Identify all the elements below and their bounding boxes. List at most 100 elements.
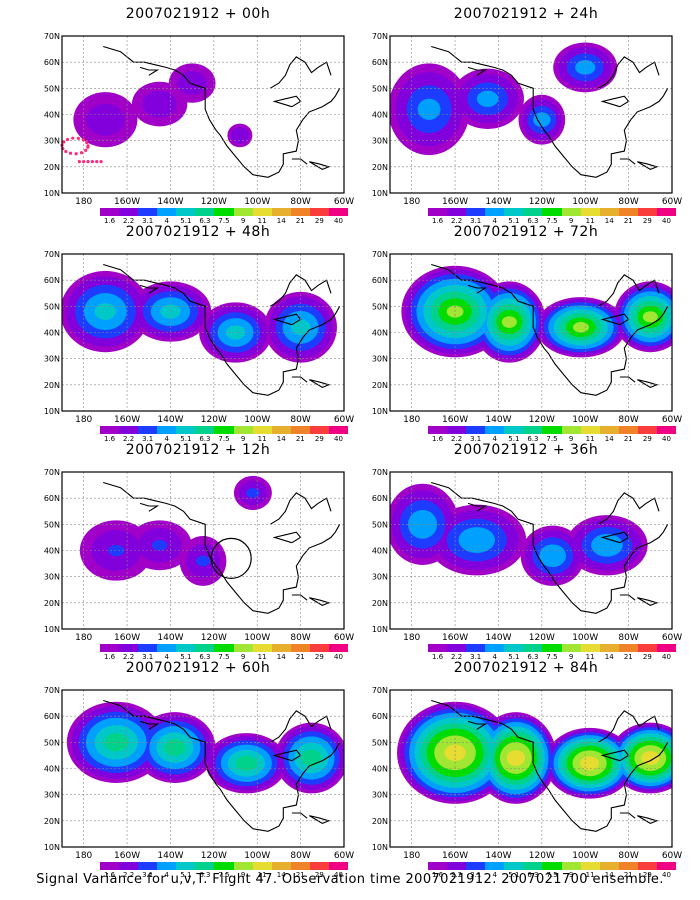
lat-tick-label: 40N (44, 547, 60, 556)
lat-tick-label: 30N (44, 573, 60, 582)
legend-label: 2.2 (123, 217, 135, 225)
legend-label: 11 (257, 871, 267, 879)
legend-label: 1.6 (103, 653, 116, 661)
coastline (272, 531, 302, 544)
panel-title: 2007021912 + 12h (125, 442, 271, 458)
legend-swatch (485, 426, 505, 434)
legend-swatch (138, 208, 158, 216)
legend-label: 14 (276, 217, 286, 225)
legend-swatch (252, 862, 272, 870)
legend-swatch (599, 208, 619, 216)
legend-label: 5.1 (508, 871, 520, 879)
contour-region (230, 127, 250, 144)
observation-dot (99, 160, 103, 164)
legend-label: 7.5 (218, 435, 230, 443)
legend-swatch (290, 644, 310, 652)
lon-tick-label: 80W (618, 415, 638, 425)
contour-region (246, 488, 260, 498)
legend-label: 2.2 (123, 871, 135, 879)
contour-region (591, 533, 623, 557)
lon-tick-label: 60W (662, 197, 682, 207)
legend-label: 9 (240, 653, 246, 661)
legend-swatch (542, 426, 562, 434)
legend-label: 6.3 (199, 871, 211, 879)
observation-dot (76, 136, 80, 140)
lat-tick-label: 30N (44, 355, 60, 364)
legend-label: 9 (568, 217, 574, 225)
legend-swatch (523, 644, 543, 652)
figure-caption: Signal Variance for u,v,T. Flight 47. Ob… (36, 872, 664, 887)
contour-region (151, 539, 168, 551)
coastline (272, 95, 302, 108)
legend-label: 11 (257, 217, 267, 225)
lon-tick-label: 80W (618, 197, 638, 207)
panel-title: 2007021912 + 00h (125, 6, 271, 22)
variance-map: 10N 20N 30N 40N 50N 60N 70N 180 160W 140W 120W 100W… (372, 686, 682, 861)
lon-tick-label: 160W (442, 197, 468, 207)
lon-tick-label: 60W (662, 851, 682, 861)
legend-label: 3.1 (470, 217, 482, 225)
legend-label: 5.1 (180, 653, 192, 661)
legend-label: 9 (568, 653, 574, 661)
legend-label: 40 (333, 653, 343, 661)
legend-swatch (523, 862, 543, 870)
forecast-panel: 2007021912 + 36h 10N 20N 30N 40N 50N 60N 70N 180… (356, 442, 696, 661)
legend-swatch (176, 426, 196, 434)
panel-title: 2007021912 + 84h (453, 660, 599, 676)
legend-swatch (138, 426, 158, 434)
lon-tick-label: 160W (114, 851, 140, 861)
legend-swatch (447, 426, 467, 434)
legend-swatch (466, 426, 486, 434)
lon-tick-label: 80W (618, 851, 638, 861)
legend-label: 40 (661, 871, 671, 879)
legend-swatch (119, 208, 139, 216)
lat-tick-label: 20N (372, 381, 388, 390)
color-legend: 1.6 2.2 3.1 4 5.1 6.3 7.5 9 11 14 21 29 40 (100, 644, 349, 661)
lat-tick-label: 70N (44, 468, 60, 477)
legend-label: 7.5 (546, 653, 558, 661)
contour-region (641, 751, 660, 765)
contour-region (108, 544, 125, 557)
variance-map: 10N 20N 30N 40N 50N 60N 70N 180 160W 140W 120W 100W… (372, 468, 682, 643)
legend-swatch (252, 208, 272, 216)
legend-label: 29 (642, 217, 652, 225)
legend-label: 40 (661, 217, 671, 225)
legend-swatch (656, 426, 677, 434)
legend-swatch (195, 208, 215, 216)
legend-swatch (271, 426, 291, 434)
legend-label: 5.1 (180, 217, 192, 225)
coastline (467, 502, 488, 512)
legend-swatch (290, 208, 310, 216)
legend-label: 11 (257, 653, 267, 661)
lat-tick-label: 30N (372, 791, 388, 800)
lon-tick-label: 100W (572, 415, 598, 425)
legend-label: 1.6 (103, 871, 116, 879)
legend-label: 9 (240, 435, 246, 443)
lat-tick-label: 70N (372, 32, 388, 41)
coastline (291, 594, 308, 601)
legend-label: 6.3 (527, 435, 539, 443)
legend-label: 6.3 (199, 653, 211, 661)
lat-tick-label: 10N (44, 625, 60, 634)
contour-region (501, 316, 517, 328)
legend-label: 29 (642, 435, 652, 443)
legend-swatch (561, 426, 581, 434)
lon-tick-label: 160W (114, 415, 140, 425)
map-frame (61, 689, 345, 848)
forecast-panel: 2007021912 + 84h 10N 20N 30N 40N 50N 60N 70N 180… (356, 660, 696, 879)
legend-label: 3.1 (142, 217, 154, 225)
legend-swatch (214, 862, 234, 870)
legend-swatch (176, 208, 196, 216)
legend-label: 14 (276, 435, 286, 443)
legend-swatch (195, 644, 215, 652)
contour-region (458, 527, 496, 553)
legend-label: 4 (164, 653, 169, 661)
legend-label: 4 (164, 435, 169, 443)
coastline (309, 815, 331, 825)
legend-swatch (290, 426, 310, 434)
legend-label: 5.1 (508, 435, 520, 443)
lon-tick-label: 120W (201, 415, 227, 425)
coastline (103, 481, 341, 614)
legend-swatch (309, 862, 329, 870)
coastline (597, 274, 660, 307)
